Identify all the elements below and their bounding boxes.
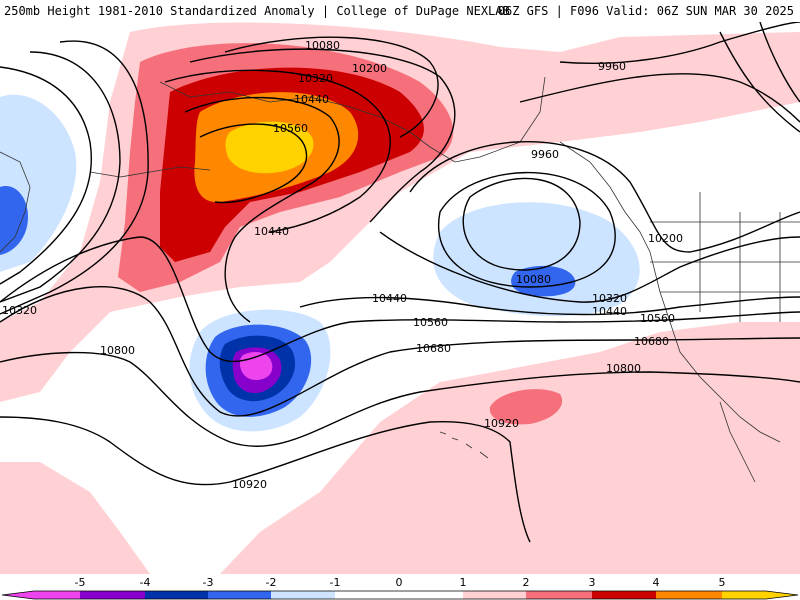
contour-10560-top (199, 123, 308, 204)
contour-label: 10440 (372, 292, 407, 305)
colorbar-segment-pos5 (722, 591, 766, 599)
contour-label: 10680 (634, 335, 669, 348)
contour-label: 10560 (640, 312, 675, 325)
contour-ne-2 (519, 73, 800, 123)
contour-10200-top (189, 48, 456, 223)
kamchatka-coastline (0, 151, 31, 253)
contour-9960-low (462, 177, 581, 271)
contour-10080-ring (437, 171, 616, 288)
anomaly-pos1-south (0, 462, 150, 574)
colorbar-tick-label: 1 (460, 576, 467, 589)
colorbar-ticks: -5 -4 -3 -2 -1 0 1 2 3 4 5 (75, 576, 726, 589)
contour-label: 10800 (100, 344, 135, 357)
contour-10440-east (299, 296, 800, 316)
contour-label: 10200 (352, 62, 387, 75)
contour-label: 10560 (413, 316, 448, 329)
colorbar-segment-neg2 (208, 591, 271, 599)
anomaly-pos2-small (489, 389, 563, 425)
map-canvas: 10080 10200 10320 10440 10560 9960 9960 … (0, 22, 800, 574)
contour-label: 10680 (416, 342, 451, 355)
colorbar-segment-neg4 (80, 591, 145, 599)
contour-10920-main (0, 416, 531, 543)
contour-ne-3 (719, 31, 800, 133)
colorbar-tick-label: -2 (266, 576, 277, 589)
contour-ne-4 (759, 22, 800, 103)
anomaly-neg2-west (0, 186, 28, 255)
anomaly-pos5-region (225, 121, 314, 174)
contour-label: 10920 (484, 417, 519, 430)
contour-label-group: 10080 10200 10320 10440 10560 9960 9960 … (2, 39, 683, 491)
aleutian-islands (89, 166, 211, 178)
contour-10320-top (164, 69, 391, 233)
contour-10320-east (379, 231, 800, 303)
contour-label: 9960 (598, 60, 626, 73)
colorbar-tick-label: -4 (140, 576, 151, 589)
contour-label: 10080 (516, 273, 551, 286)
contour-label: 10440 (294, 93, 329, 106)
colorbar-tick-label: 3 (589, 576, 596, 589)
map-header: 250mb Height 1981-2010 Standardized Anom… (0, 0, 800, 22)
colorbar-tick-label: 5 (719, 576, 726, 589)
colorbar-segment-neg3 (145, 591, 208, 599)
coastlines (0, 76, 800, 483)
model-run-info: 06Z GFS | F096 Valid: 06Z SUN MAR 30 202… (497, 4, 794, 18)
contour-west-2 (0, 51, 121, 303)
colorbar-canvas: -5 -4 -3 -2 -1 0 1 2 3 4 5 (1, 576, 799, 600)
anomaly-map: 10080 10200 10320 10440 10560 9960 9960 … (0, 22, 800, 574)
contour-10200-east (409, 141, 800, 253)
contour-label: 10440 (254, 225, 289, 238)
colorbar-tick-label: -1 (330, 576, 341, 589)
colorbar-segment-neg5 (34, 591, 80, 599)
anomaly-neg1-east (433, 202, 640, 317)
colorbar-tick-label: -5 (75, 576, 86, 589)
anomaly-colorbar: -5 -4 -3 -2 -1 0 1 2 3 4 5 (0, 574, 800, 600)
us-west-coastline (659, 291, 781, 443)
colorbar-segment-neg1 (271, 591, 335, 599)
contour-ne-1 (559, 22, 800, 64)
hawaii-islands (439, 431, 489, 459)
map-title: 250mb Height 1981-2010 Standardized Anom… (4, 4, 510, 18)
contour-10080-top (224, 36, 439, 138)
contour-label: 9960 (531, 148, 559, 161)
contour-label: 10320 (298, 72, 333, 85)
anomaly-pos1-southeast (220, 322, 800, 574)
contour-10800-main (0, 351, 800, 447)
contour-label: 10800 (606, 362, 641, 375)
us-state-borders (650, 192, 800, 322)
alaska-coastline (159, 76, 546, 163)
baja-coastline (719, 401, 756, 483)
colorbar-tick-label: -3 (203, 576, 214, 589)
colorbar-arrow-right (766, 591, 798, 599)
contour-label: 10320 (2, 304, 37, 317)
contour-west-1 (0, 66, 92, 285)
colorbar-segment-pos3 (592, 591, 656, 599)
colorbar-arrow-left (2, 591, 34, 599)
height-contours (0, 22, 800, 543)
contour-10440-top (184, 96, 340, 323)
contour-label: 10320 (592, 292, 627, 305)
colorbar-tick-label: 2 (523, 576, 530, 589)
colorbar-segment-zero (335, 591, 463, 599)
contour-10680-main (0, 286, 800, 417)
contour-label: 10920 (232, 478, 267, 491)
colorbar-tick-label: 4 (653, 576, 660, 589)
contour-label: 10080 (305, 39, 340, 52)
contour-label: 10560 (273, 122, 308, 135)
colorbar-segment-pos1 (463, 591, 526, 599)
colorbar-segment-pos4 (656, 591, 722, 599)
contour-10560-main (0, 236, 800, 363)
colorbar-outline (1, 590, 799, 600)
colorbar-segments (1, 590, 799, 600)
anomaly-neg2-east (511, 265, 576, 297)
colorbar-segment-pos2 (526, 591, 592, 599)
colorbar-tick-label: 0 (396, 576, 403, 589)
contour-label: 10200 (648, 232, 683, 245)
contour-west-3 (0, 40, 149, 315)
canada-coastline (559, 141, 661, 293)
contour-label: 10440 (592, 305, 627, 318)
